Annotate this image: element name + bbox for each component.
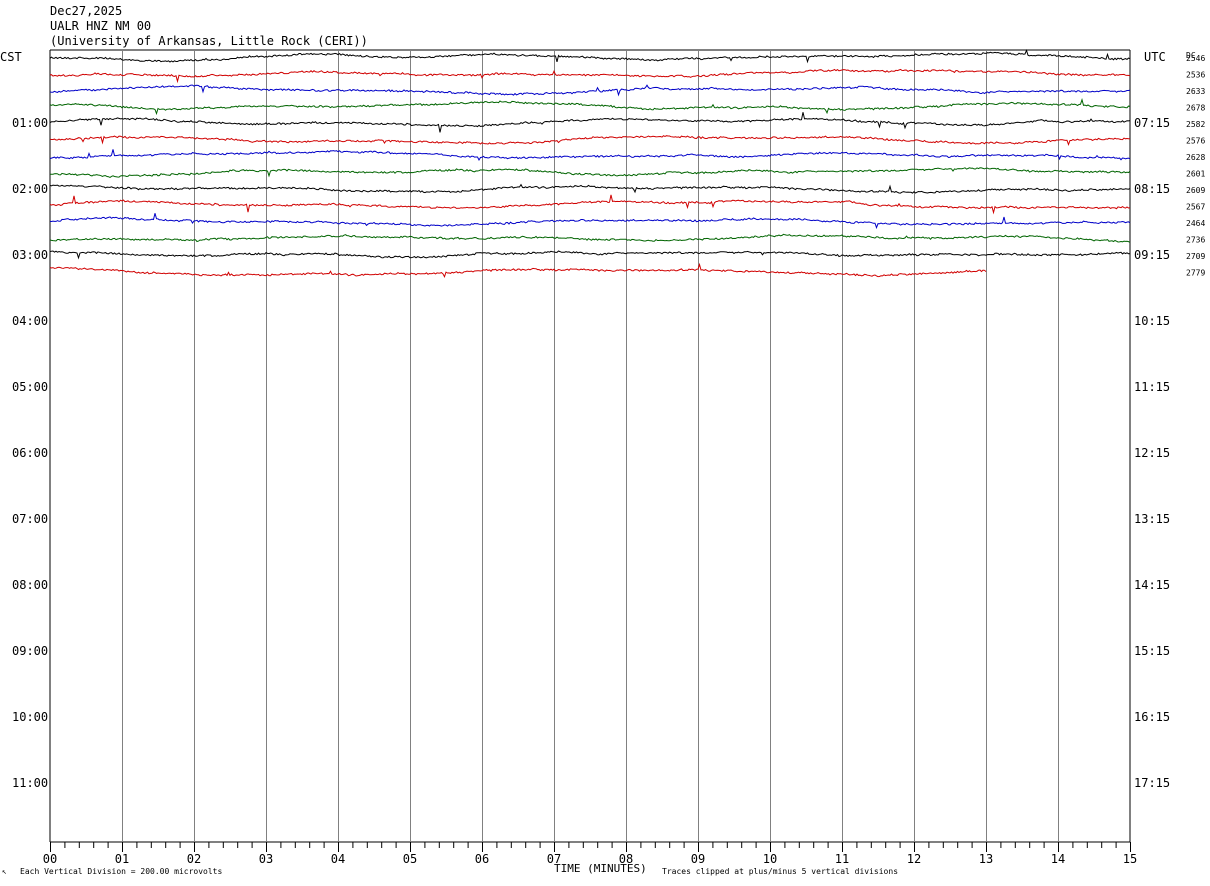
dc-offset-label: 2709 [1186,252,1205,261]
dc-offset-label: 2567 [1186,203,1205,212]
seismic-trace [49,84,1131,97]
scale-text: Each Vertical Division = 200.00 microvol… [20,867,223,876]
seismic-trace [49,68,1131,84]
seismic-trace [49,233,1131,243]
seismic-trace [49,213,1131,230]
label-layer: CST UTC DC 00 01 02 03 04 05 06 07 08 09 10 11 12 13 1… [0,50,1205,866]
x-tick-label: 02 [187,852,201,866]
left-hour-label: 03:00 [12,248,48,262]
dc-offset-label: 2576 [1186,137,1205,146]
dc-offset-label: 2736 [1186,236,1205,245]
x-tick-label: 11 [835,852,849,866]
right-hour-label: 13:15 [1134,512,1170,526]
header-date: Dec27,2025 [50,4,123,18]
header-station: UALR HNZ NM 00 [50,19,152,33]
seismic-trace [49,250,1130,260]
seismic-trace [49,262,987,278]
right-hour-label: 16:15 [1134,710,1170,724]
left-hour-label: 09:00 [12,644,48,658]
left-hour-label: 04:00 [12,314,48,328]
x-tick-label: 13 [979,852,993,866]
seismic-trace [49,97,1131,116]
seismic-trace [49,135,1131,146]
x-tick-label: 03 [259,852,273,866]
x-tick-label: 05 [403,852,417,866]
dc-label: DC [1186,51,1196,60]
clip-text: Traces clipped at plus/minus 5 vertical … [662,867,899,876]
left-zone-label: CST [0,50,22,64]
x-tick-label: 09 [691,852,705,866]
seismic-trace [49,149,1131,162]
right-hour-label: 15:15 [1134,644,1170,658]
seismic-trace [49,194,1131,215]
right-hour-label: 17:15 [1134,776,1170,790]
right-hour-label: 09:15 [1134,248,1170,262]
dc-offset-label: 2536 [1186,71,1205,80]
left-hour-label: 10:00 [12,710,48,724]
x-tick-label: 15 [1123,852,1137,866]
dc-offset-label: 2546 [1186,54,1205,63]
x-tick-label: 14 [1051,852,1065,866]
left-hour-label: 07:00 [12,512,48,526]
right-hour-label: 10:15 [1134,314,1170,328]
seismic-trace [49,112,1131,133]
grid-layer [49,49,1131,852]
right-hour-label: 07:15 [1134,116,1170,130]
right-hour-label: 14:15 [1134,578,1170,592]
x-tick-label: 10 [763,852,777,866]
dc-offset-label: 2601 [1186,170,1205,179]
dc-offset-label: 2633 [1186,87,1205,96]
x-tick-label: 01 [115,852,129,866]
left-hour-label: 08:00 [12,578,48,592]
x-tick-label: 06 [475,852,489,866]
right-hour-label: 12:15 [1134,446,1170,460]
left-hour-label: 01:00 [12,116,48,130]
dc-offset-label: 2609 [1186,186,1205,195]
right-hour-label: 11:15 [1134,380,1170,394]
x-tick-label: 12 [907,852,921,866]
x-tick-label: 00 [43,852,57,866]
header-institution: (University of Arkansas, Little Rock (CE… [50,34,368,48]
left-hour-label: 06:00 [12,446,48,460]
x-axis-label: TIME (MINUTES) [554,862,647,875]
dc-offset-label: 2464 [1186,219,1205,228]
left-hour-label: 11:00 [12,776,48,790]
x-tick-label: 08 [619,852,633,866]
dc-offset-label: 2628 [1186,153,1205,162]
trace-layer [49,48,1131,278]
dc-offset-label: 2582 [1186,120,1205,129]
x-tick-label: 07 [547,852,561,866]
left-hour-label: 05:00 [12,380,48,394]
seismic-trace [49,167,1131,178]
corner-mark: ↖ [2,867,7,876]
x-tick-label: 04 [331,852,345,866]
right-hour-label: 08:15 [1134,182,1170,196]
seismic-trace [49,183,1131,194]
dc-offset-label: 2779 [1186,269,1205,278]
left-hour-label: 02:00 [12,182,48,196]
seismic-trace [49,48,1131,64]
right-zone-label: UTC [1144,50,1166,64]
dc-offset-label: 2678 [1186,104,1205,113]
